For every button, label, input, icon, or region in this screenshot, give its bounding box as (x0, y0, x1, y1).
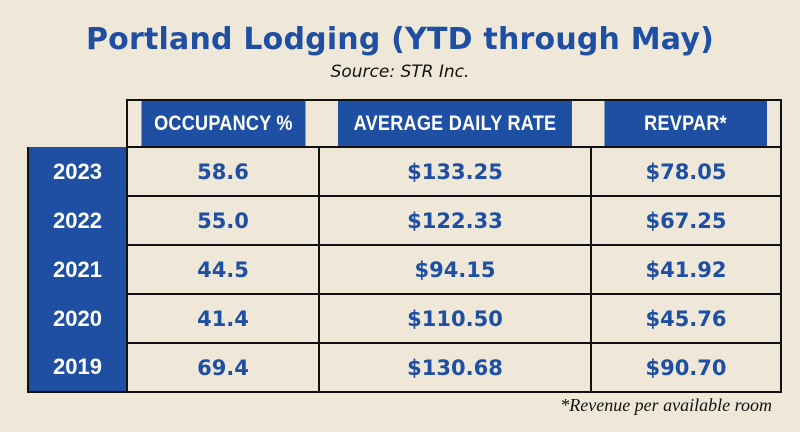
occupancy-value: 55.0 (126, 195, 320, 246)
table-row: 2022 55.0 $122.33 $67.25 (27, 195, 782, 246)
year-label: 2021 (27, 245, 127, 294)
occupancy-value: 69.4 (126, 342, 320, 393)
year-label: 2022 (27, 196, 127, 245)
header-occupancy: OCCUPANCY % (139, 99, 306, 147)
chart-source: Source: STR Inc. (330, 62, 470, 82)
revpar-value: $90.70 (590, 342, 782, 393)
footnote: *Revenue per available room (560, 395, 772, 415)
adr-value: $130.68 (318, 342, 592, 393)
table-row: 2021 44.5 $94.15 $41.92 (27, 244, 782, 295)
adr-value: $110.50 (318, 293, 592, 344)
chart-title: Portland Lodging (YTD through May) (86, 22, 714, 57)
year-label: 2020 (27, 294, 127, 343)
table-row: 2019 69.4 $130.68 $90.70 (27, 342, 782, 393)
table-row: 2023 58.6 $133.25 $78.05 (27, 146, 782, 197)
occupancy-value: 58.6 (126, 146, 320, 197)
occupancy-value: 44.5 (126, 244, 320, 295)
header-corner (35, 100, 120, 147)
occupancy-value: 41.4 (126, 293, 320, 344)
adr-value: $133.25 (318, 146, 592, 197)
revpar-value: $45.76 (590, 293, 782, 344)
adr-value: $122.33 (318, 195, 592, 246)
lodging-table: OCCUPANCY % AVERAGE DAILY RATE REVPAR* 2… (27, 99, 782, 393)
revpar-value: $78.05 (590, 146, 782, 197)
adr-value: $94.15 (318, 244, 592, 295)
header-revpar: REVPAR* (604, 99, 769, 147)
year-label: 2019 (27, 343, 127, 393)
header-row: OCCUPANCY % AVERAGE DAILY RATE REVPAR* (28, 99, 781, 147)
header-average-daily-rate: AVERAGE DAILY RATE (338, 99, 572, 147)
revpar-value: $67.25 (590, 195, 782, 246)
year-label: 2023 (27, 147, 127, 196)
revpar-value: $41.92 (590, 244, 782, 295)
table-row: 2020 41.4 $110.50 $45.76 (27, 293, 782, 344)
